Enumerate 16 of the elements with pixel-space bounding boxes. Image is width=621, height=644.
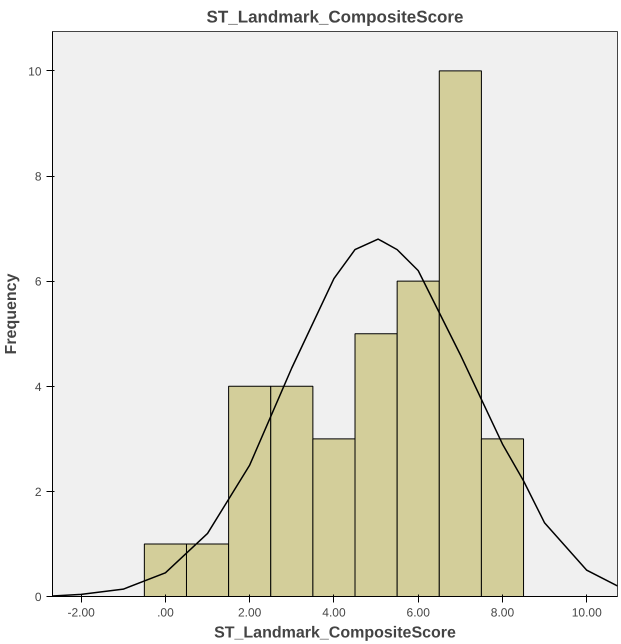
chart-title: ST_Landmark_CompositeScore — [206, 8, 464, 26]
x-tick-label: -2.00 — [67, 606, 96, 620]
y-tick-label: 0 — [34, 590, 42, 604]
y-tick-label: 4 — [34, 380, 42, 394]
x-tick-label: .00 — [157, 606, 174, 620]
y-axis-title: Frequency — [3, 273, 20, 354]
x-tick-label: 6.00 — [406, 606, 430, 620]
x-tick-label: 8.00 — [490, 606, 514, 620]
y-tick-label: 6 — [34, 274, 42, 289]
y-tick-label: 2 — [34, 484, 42, 499]
x-tick-label: 4.00 — [322, 606, 346, 620]
y-tick-label: 10 — [28, 64, 42, 78]
x-axis-title: ST_Landmark_CompositeScore — [214, 624, 456, 642]
y-tick-label: 8 — [34, 170, 42, 184]
x-tick-label: 10.00 — [572, 606, 602, 620]
x-tick-label: 2.00 — [238, 606, 262, 620]
